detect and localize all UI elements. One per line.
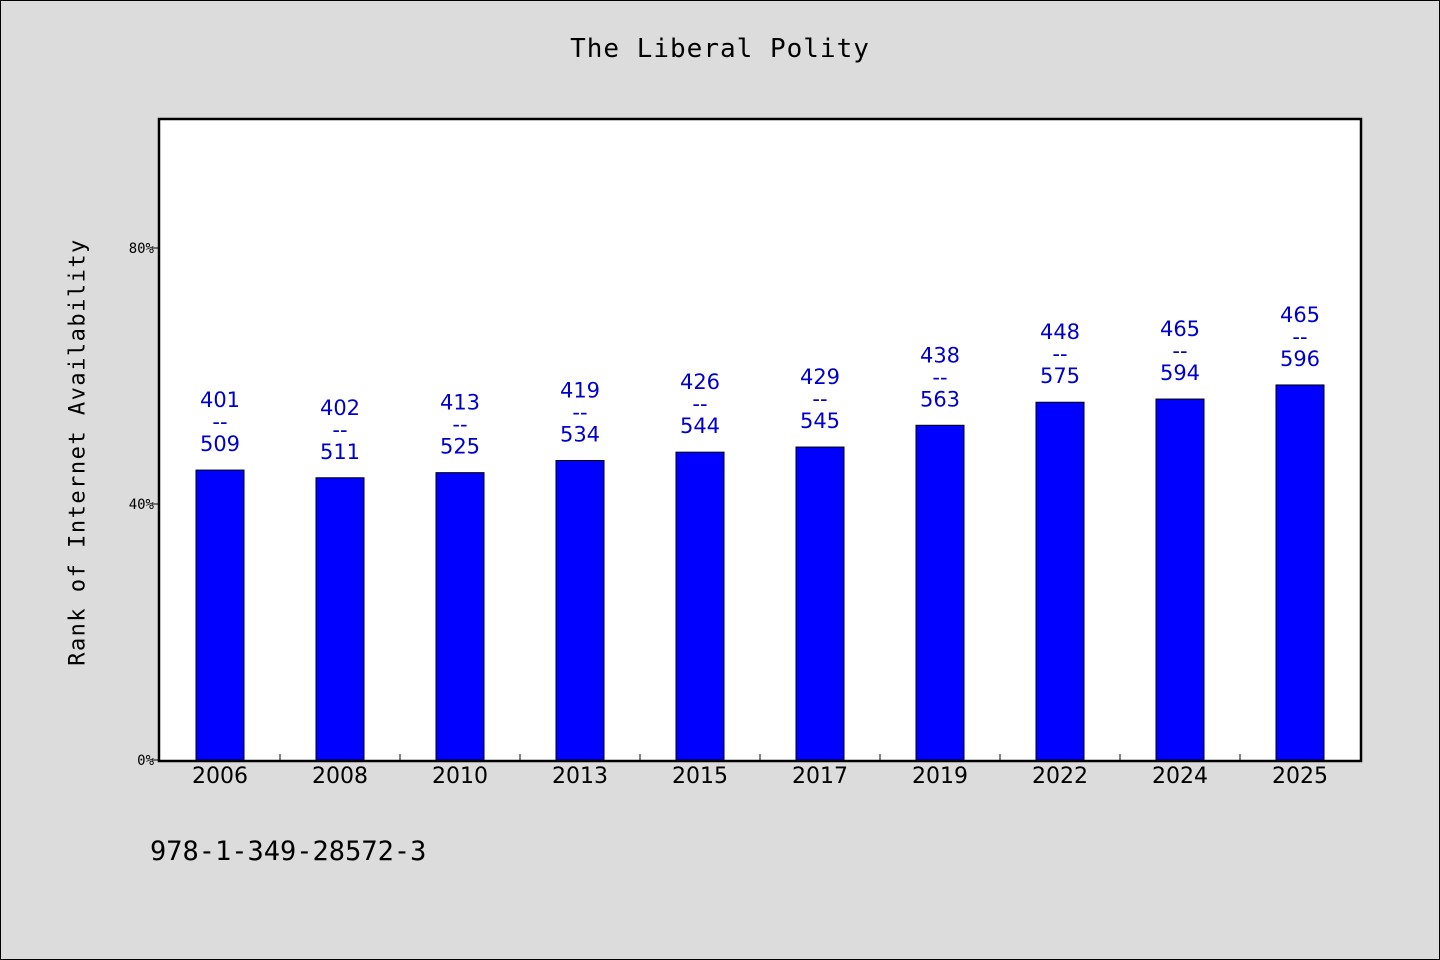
bar (555, 459, 605, 761)
footer-code: 978-1-349-28572-3 (150, 836, 427, 867)
data-label-top: 402 (320, 396, 360, 420)
data-label-separator: -- (332, 418, 347, 442)
data-label-bottom: 545 (800, 409, 840, 433)
data-label-bottom: 575 (1040, 364, 1080, 388)
data-label-separator: -- (1292, 325, 1307, 349)
bar (1275, 384, 1325, 761)
data-label-separator: -- (572, 400, 587, 424)
data-label-bottom: 509 (200, 432, 240, 456)
data-label-separator: -- (932, 365, 947, 389)
x-tick-label: 2006 (192, 764, 248, 789)
data-label-bottom: 594 (1160, 361, 1200, 385)
x-tick-label: 2013 (552, 764, 608, 789)
data-label-top: 429 (800, 365, 840, 389)
data-label-separator: -- (812, 387, 827, 411)
data-label-top: 419 (560, 378, 600, 402)
x-tick-label: 2015 (672, 764, 728, 789)
y-tick-label: 0% (137, 753, 154, 769)
bar (1155, 398, 1205, 761)
x-tick-label: 2008 (312, 764, 368, 789)
x-tick-label: 2022 (1032, 764, 1088, 789)
data-label-bottom: 511 (320, 440, 360, 464)
data-label-top: 438 (920, 343, 960, 367)
data-label-separator: -- (212, 410, 227, 434)
data-label-separator: -- (692, 392, 707, 416)
data-label-top: 426 (680, 370, 720, 394)
data-label-top: 413 (440, 391, 480, 415)
data-label-top: 465 (1280, 303, 1320, 327)
data-label-separator: -- (452, 413, 467, 437)
data-label-separator: -- (1172, 339, 1187, 363)
x-tick-label: 2017 (792, 764, 848, 789)
x-tick-label: 2024 (1152, 764, 1208, 789)
bar (435, 472, 485, 761)
data-label-bottom: 563 (920, 387, 960, 411)
data-label-bottom: 596 (1280, 347, 1320, 371)
y-tick-label: 40% (129, 497, 155, 513)
bar (915, 424, 965, 761)
data-label-bottom: 525 (440, 435, 480, 459)
bar (795, 446, 845, 761)
data-label-top: 465 (1160, 317, 1200, 341)
x-tick-label: 2019 (912, 764, 968, 789)
x-tick-label: 2025 (1272, 764, 1328, 789)
y-tick-label: 80% (129, 241, 155, 257)
data-label-separator: -- (1052, 342, 1067, 366)
bar (675, 451, 725, 761)
data-label-bottom: 534 (560, 422, 600, 446)
bar (1035, 401, 1085, 761)
x-tick-label: 2010 (432, 764, 488, 789)
data-label-top: 401 (200, 388, 240, 412)
bar (195, 469, 245, 761)
chart-title: The Liberal Polity (570, 34, 870, 64)
bar (315, 477, 365, 761)
data-label-bottom: 544 (680, 414, 720, 438)
data-label-top: 448 (1040, 320, 1080, 344)
plot-border (157, 117, 1363, 763)
